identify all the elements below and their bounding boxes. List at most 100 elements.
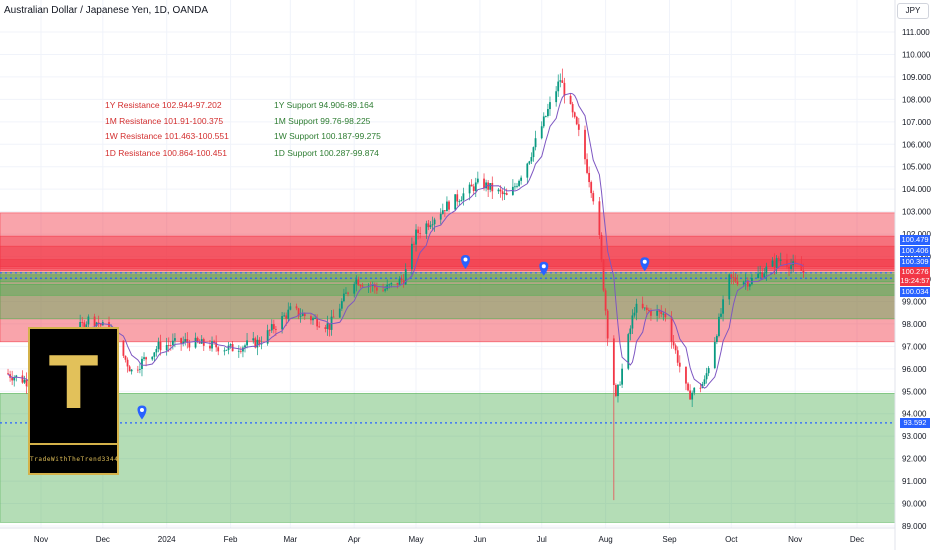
candle-body xyxy=(569,95,572,105)
candle-body xyxy=(627,334,630,369)
candle-body xyxy=(254,338,257,348)
support-zone xyxy=(0,393,896,523)
candle-body xyxy=(557,81,560,92)
candle-body xyxy=(174,338,176,341)
candle-body xyxy=(645,307,648,310)
candle-body xyxy=(602,259,605,291)
currency-button[interactable]: JPY xyxy=(897,3,929,19)
y-tick-label: 97.000 xyxy=(902,342,927,351)
candle-body xyxy=(431,224,434,226)
candle-body xyxy=(713,341,716,369)
moving-average-line xyxy=(7,92,804,389)
candle-body xyxy=(483,178,485,189)
candle-body xyxy=(182,341,185,344)
candle-body xyxy=(518,180,520,186)
candle-body xyxy=(491,183,494,192)
y-tick-label: 91.000 xyxy=(902,477,927,486)
candle-body xyxy=(275,329,277,330)
price-tag-countdown: 19:24:57 xyxy=(900,276,930,286)
candle-body xyxy=(268,330,271,332)
candle-body xyxy=(23,379,26,383)
candle-body xyxy=(598,201,601,235)
candle-body xyxy=(641,303,644,309)
candle-body xyxy=(600,234,603,260)
candle-body xyxy=(301,313,304,316)
candle-body xyxy=(209,345,211,349)
candle-body xyxy=(722,299,724,314)
y-tick-label: 102.000 xyxy=(902,230,931,239)
candle-body xyxy=(186,339,189,343)
candle-body xyxy=(124,355,127,360)
candle-body xyxy=(417,229,419,234)
y-tick-label: 108.000 xyxy=(902,95,931,104)
y-tick-label: 89.000 xyxy=(902,522,927,531)
candle-body xyxy=(130,369,133,372)
candle-body xyxy=(728,274,731,300)
candle-body xyxy=(631,315,634,329)
candle-body xyxy=(526,163,529,178)
candle-body xyxy=(217,347,220,352)
x-tick-label: Sep xyxy=(662,535,677,544)
resistance-zone xyxy=(0,259,896,270)
candle-body xyxy=(715,335,718,342)
resistance-annotation: 1D Resistance 100.864-100.451 xyxy=(105,148,227,158)
candle-body xyxy=(312,318,314,321)
location-pin-icon xyxy=(460,255,470,270)
support-zone xyxy=(0,284,896,320)
gridlines xyxy=(0,0,895,528)
x-tick-label: Jul xyxy=(537,535,547,544)
y-tick-label: 107.000 xyxy=(902,118,931,127)
candle-body xyxy=(169,345,172,346)
candle-body xyxy=(256,339,259,348)
candle-body xyxy=(260,343,263,345)
candle-body xyxy=(7,373,9,375)
candle-body xyxy=(139,368,141,370)
candle-body xyxy=(404,269,407,285)
candle-body xyxy=(751,277,753,285)
candle-body xyxy=(742,282,745,285)
candle-body xyxy=(540,126,543,139)
y-tick-label: 93.000 xyxy=(902,432,927,441)
candle-body xyxy=(388,284,391,286)
candle-body xyxy=(314,318,316,319)
y-tick-label: 111.000 xyxy=(902,28,930,37)
candle-body xyxy=(382,290,384,292)
logo-name: TradeWithTheTrend3344 xyxy=(30,456,119,463)
candle-body xyxy=(11,377,14,381)
candle-body xyxy=(136,369,139,371)
x-tick-label: 2024 xyxy=(158,535,176,544)
candle-body xyxy=(520,177,523,181)
candle-body xyxy=(281,316,283,330)
resistance-zone xyxy=(0,235,896,271)
candle-body xyxy=(213,341,215,343)
candle-body xyxy=(487,182,490,190)
candle-body xyxy=(411,243,413,270)
candle-body xyxy=(476,178,479,183)
candle-body xyxy=(340,301,343,309)
candle-body xyxy=(448,201,450,210)
x-tick-label: Feb xyxy=(224,535,238,544)
candle-body xyxy=(347,292,349,294)
candle-body xyxy=(516,185,518,187)
candle-body xyxy=(687,383,689,391)
candle-body xyxy=(563,82,566,96)
candle-body xyxy=(685,366,687,384)
candle-body xyxy=(413,243,415,245)
candle-body xyxy=(748,284,751,287)
candle-body xyxy=(128,366,131,372)
candle-body xyxy=(532,147,535,158)
candle-body xyxy=(561,80,564,83)
candle-body xyxy=(390,282,393,285)
candle-body xyxy=(505,193,508,195)
y-tick-label: 94.000 xyxy=(902,410,927,419)
candle-body xyxy=(705,373,708,380)
candle-body xyxy=(707,368,710,374)
candle-body xyxy=(736,281,739,285)
candle-body xyxy=(456,194,459,202)
candle-body xyxy=(159,341,162,351)
candle-body xyxy=(429,225,432,228)
candle-body xyxy=(21,375,24,383)
candle-body xyxy=(289,306,292,310)
candle-body xyxy=(761,272,764,278)
